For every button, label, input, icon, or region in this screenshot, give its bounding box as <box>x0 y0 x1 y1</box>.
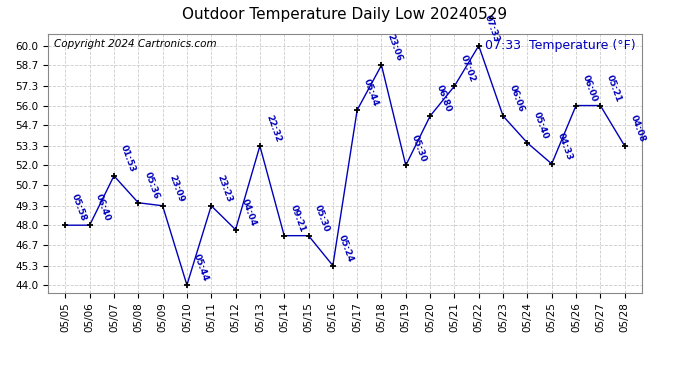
Text: 06:40: 06:40 <box>94 193 112 223</box>
Text: Outdoor Temperature Daily Low 20240529: Outdoor Temperature Daily Low 20240529 <box>182 8 508 22</box>
Text: 07:02: 07:02 <box>459 54 477 84</box>
Text: 04:33: 04:33 <box>556 132 574 162</box>
Text: 05:58: 05:58 <box>70 193 88 223</box>
Text: 06:80: 06:80 <box>435 84 453 114</box>
Text: 23:09: 23:09 <box>167 174 185 204</box>
Text: 05:24: 05:24 <box>337 233 355 263</box>
Text: 05:30: 05:30 <box>313 204 331 233</box>
Text: 05:44: 05:44 <box>191 253 210 283</box>
Text: 05:21: 05:21 <box>604 74 623 103</box>
Text: 06:06: 06:06 <box>507 84 526 114</box>
Text: 09:21: 09:21 <box>288 204 307 233</box>
Text: 05:36: 05:36 <box>143 171 161 201</box>
Text: 23:06: 23:06 <box>386 33 404 63</box>
Text: 04:04: 04:04 <box>240 198 258 228</box>
Text: 22:32: 22:32 <box>264 114 282 144</box>
Text: 01:53: 01:53 <box>119 144 137 174</box>
Text: 04:08: 04:08 <box>629 114 647 144</box>
Text: 23:23: 23:23 <box>215 174 234 204</box>
Text: 07:33  Temperature (°F): 07:33 Temperature (°F) <box>485 39 635 52</box>
Text: Copyright 2024 Cartronics.com: Copyright 2024 Cartronics.com <box>55 39 217 49</box>
Text: 05:40: 05:40 <box>532 111 550 141</box>
Text: 07:33: 07:33 <box>483 13 502 44</box>
Text: 05:30: 05:30 <box>410 134 428 163</box>
Text: 05:44: 05:44 <box>362 78 380 108</box>
Text: 06:00: 06:00 <box>580 74 598 103</box>
